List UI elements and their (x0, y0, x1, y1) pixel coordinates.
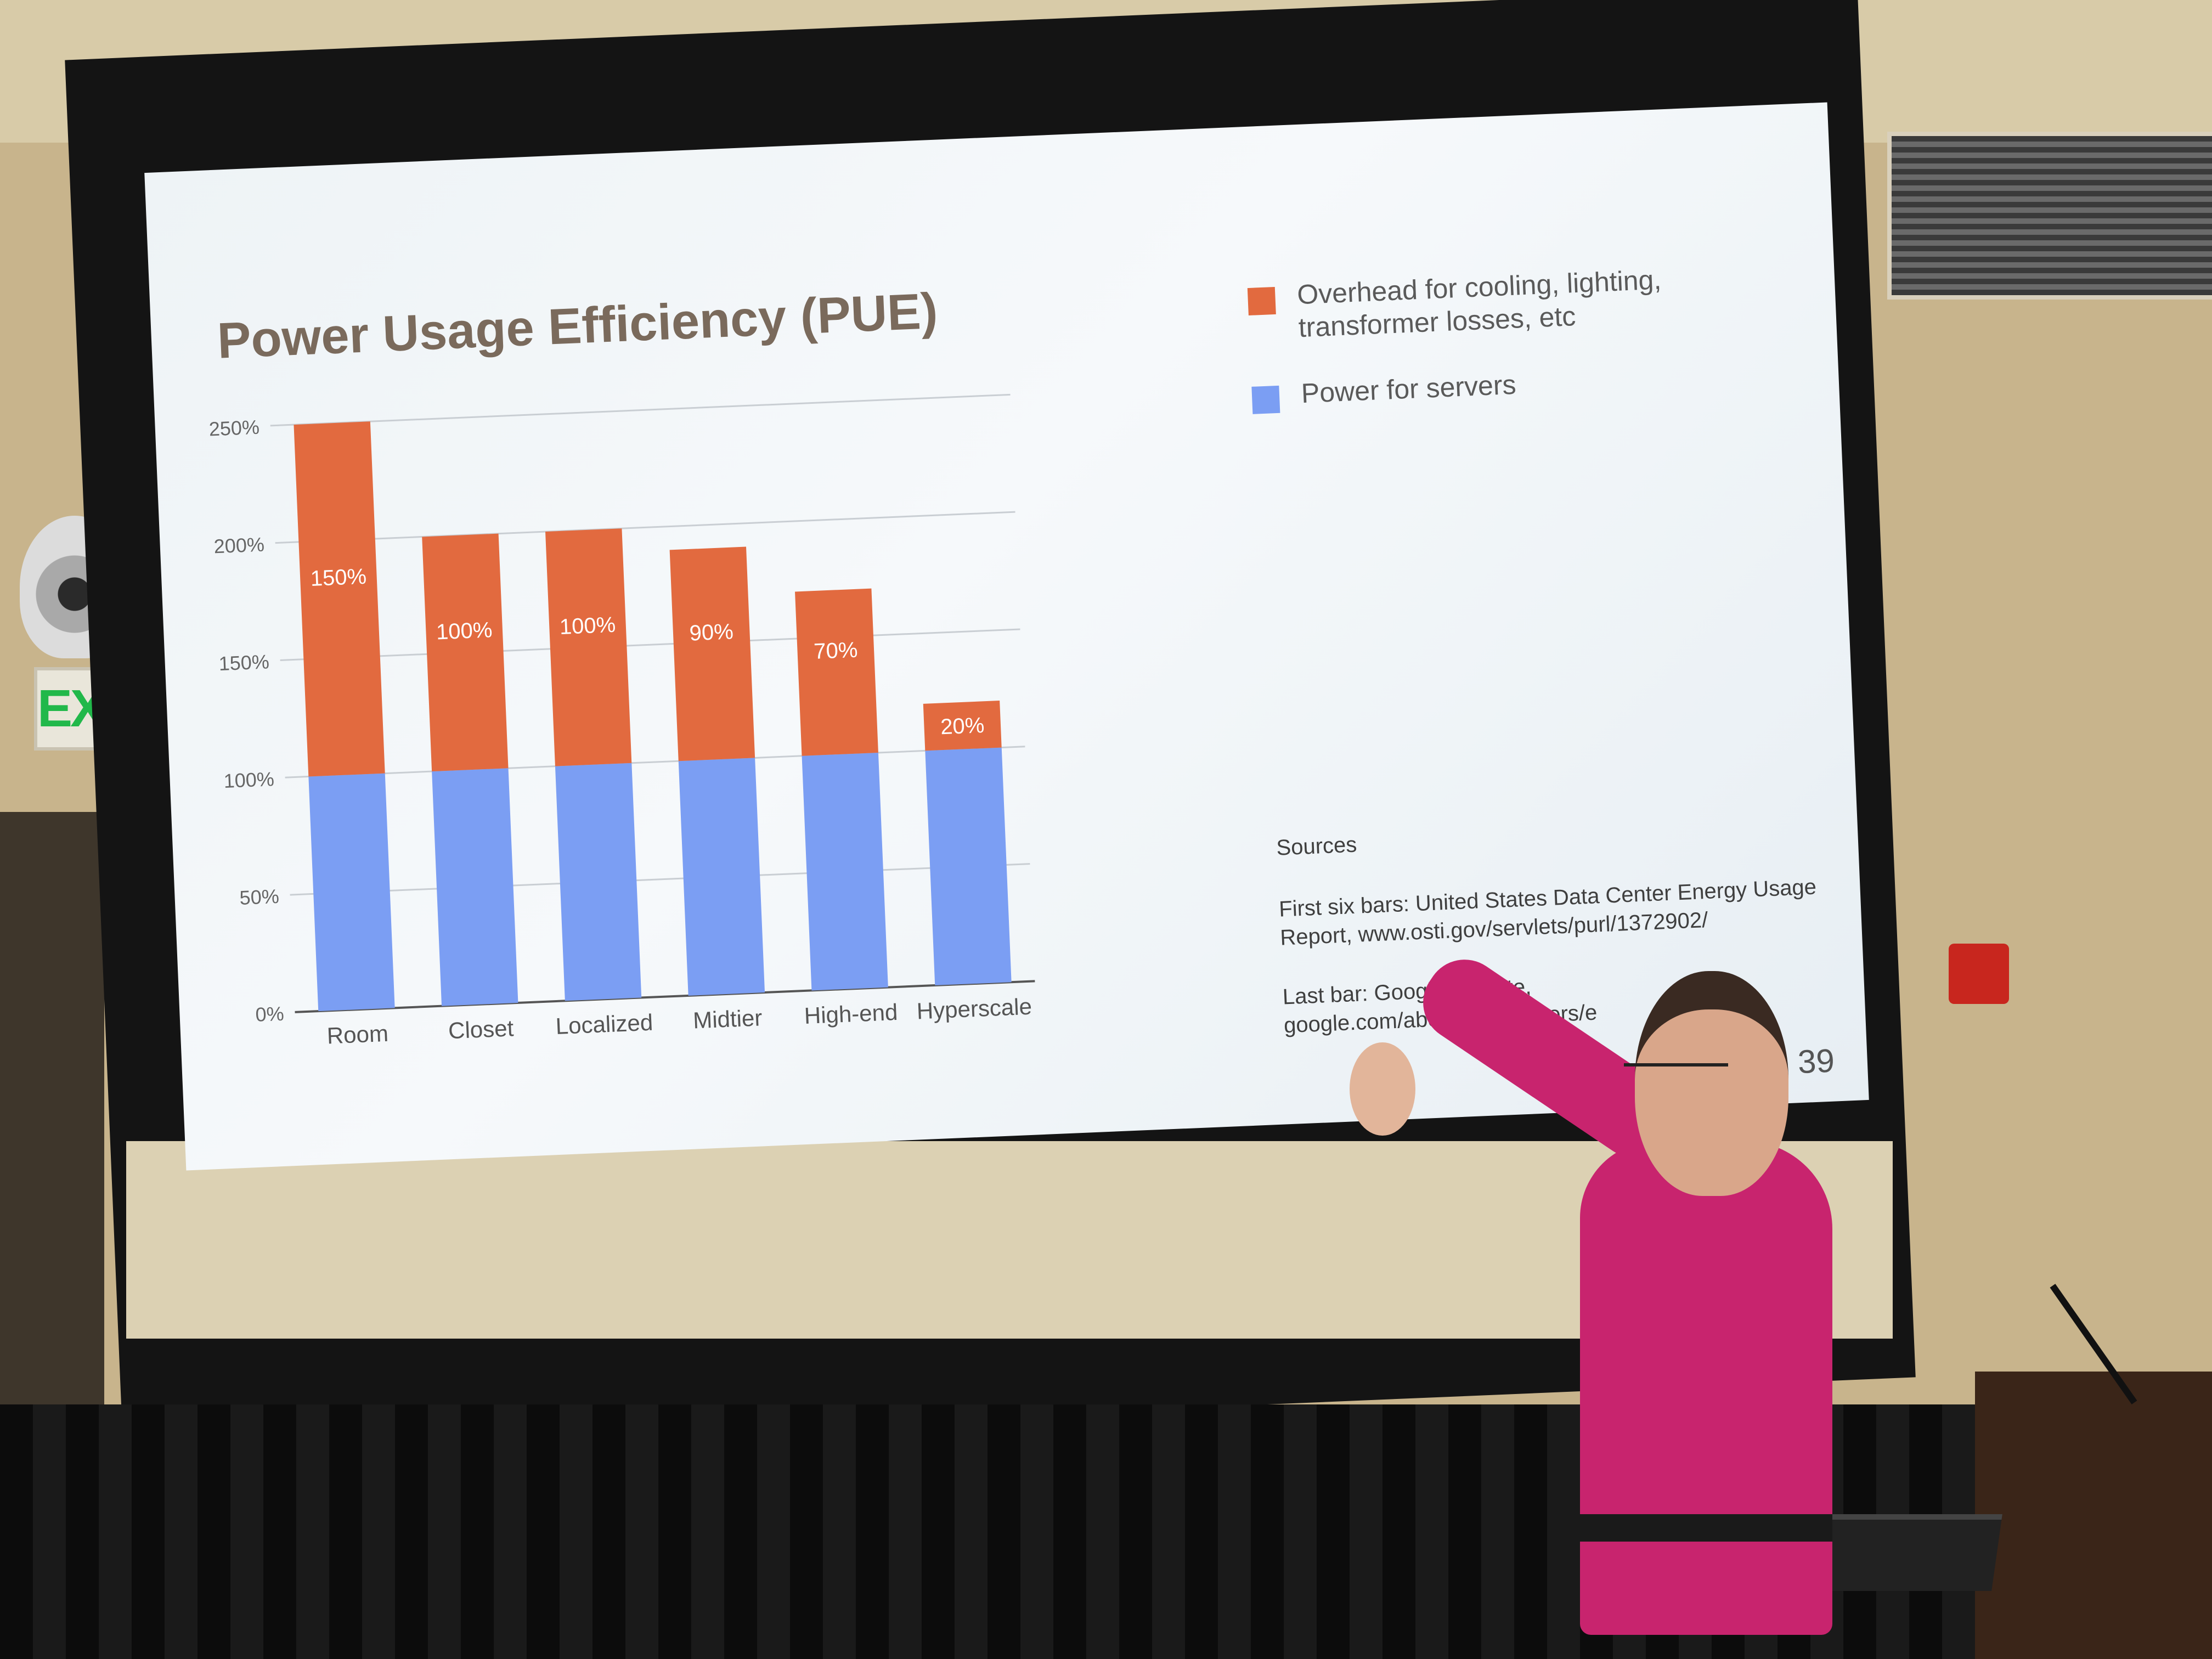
legend-label-servers: Power for servers (1300, 369, 1517, 409)
legend-item-servers: Power for servers (1251, 359, 1719, 414)
bar-overhead (923, 701, 1002, 751)
sources-first: First six bars: United States Data Cente… (1278, 874, 1817, 950)
bar-servers (925, 747, 1012, 986)
x-tick-label: Localized (555, 1009, 653, 1039)
bar-overhead (422, 533, 509, 772)
legend-swatch-overhead (1247, 286, 1276, 316)
data-label: 100% (559, 613, 616, 639)
gridline (275, 511, 1015, 544)
gridline (270, 393, 1011, 427)
data-label: 20% (940, 713, 985, 739)
fire-alarm-icon (1949, 944, 2009, 1004)
x-tick-label: Midtier (692, 1005, 763, 1033)
legend-swatch-servers (1251, 385, 1280, 414)
gridline (295, 980, 1035, 1013)
podium (1975, 1372, 2212, 1659)
sources-heading: Sources (1276, 832, 1358, 860)
gridline (285, 746, 1025, 778)
bar-overhead (294, 421, 385, 777)
y-tick-label: 250% (208, 416, 260, 441)
bar-overhead (794, 588, 878, 756)
presenter-belt (1580, 1514, 1832, 1542)
bar-overhead (545, 528, 632, 766)
bar-servers (432, 768, 518, 1006)
data-label: 90% (689, 619, 734, 645)
presenter-head (1635, 971, 1788, 1196)
bar-servers (555, 763, 642, 1001)
data-label: 70% (813, 638, 858, 664)
presenter (1306, 945, 1898, 1659)
x-tick-label: High-end (804, 999, 898, 1029)
data-label: 150% (310, 565, 367, 591)
data-label: 100% (436, 618, 493, 644)
y-tick-label: 150% (218, 650, 270, 675)
presentation-slide: Power Usage Efficiency (PUE) 0% 50% 100% 15… (144, 102, 1869, 1171)
bar-servers (678, 758, 765, 996)
x-tick-label: Hyperscale (916, 994, 1032, 1024)
legend-item-overhead: Overhead for cooling, lighting, transfor… (1247, 261, 1716, 346)
y-tick-label: 0% (255, 1002, 285, 1026)
presenter-shirt (1580, 1141, 1832, 1635)
presenter-hand (1350, 1042, 1415, 1136)
chart-legend: Overhead for cooling, lighting, transfor… (1247, 261, 1720, 447)
presenter-glasses (1624, 1053, 1728, 1066)
stacked-bar-chart: 0% 50% 100% 150% 200% 250% 150% Room 100% Closet 1… (208, 393, 1035, 1049)
y-tick-label: 50% (239, 885, 280, 909)
y-tick-label: 100% (223, 768, 275, 792)
y-tick-label: 200% (213, 533, 265, 558)
x-tick-label: Room (326, 1020, 389, 1049)
bar-servers (308, 773, 395, 1012)
gridline (280, 628, 1020, 661)
bar-overhead (669, 546, 755, 761)
gridline (290, 863, 1030, 896)
x-tick-label: Closet (448, 1015, 514, 1043)
air-vent (1887, 132, 2212, 300)
bar-servers (802, 752, 888, 991)
legend-label-overhead: Overhead for cooling, lighting, transfor… (1296, 264, 1662, 343)
